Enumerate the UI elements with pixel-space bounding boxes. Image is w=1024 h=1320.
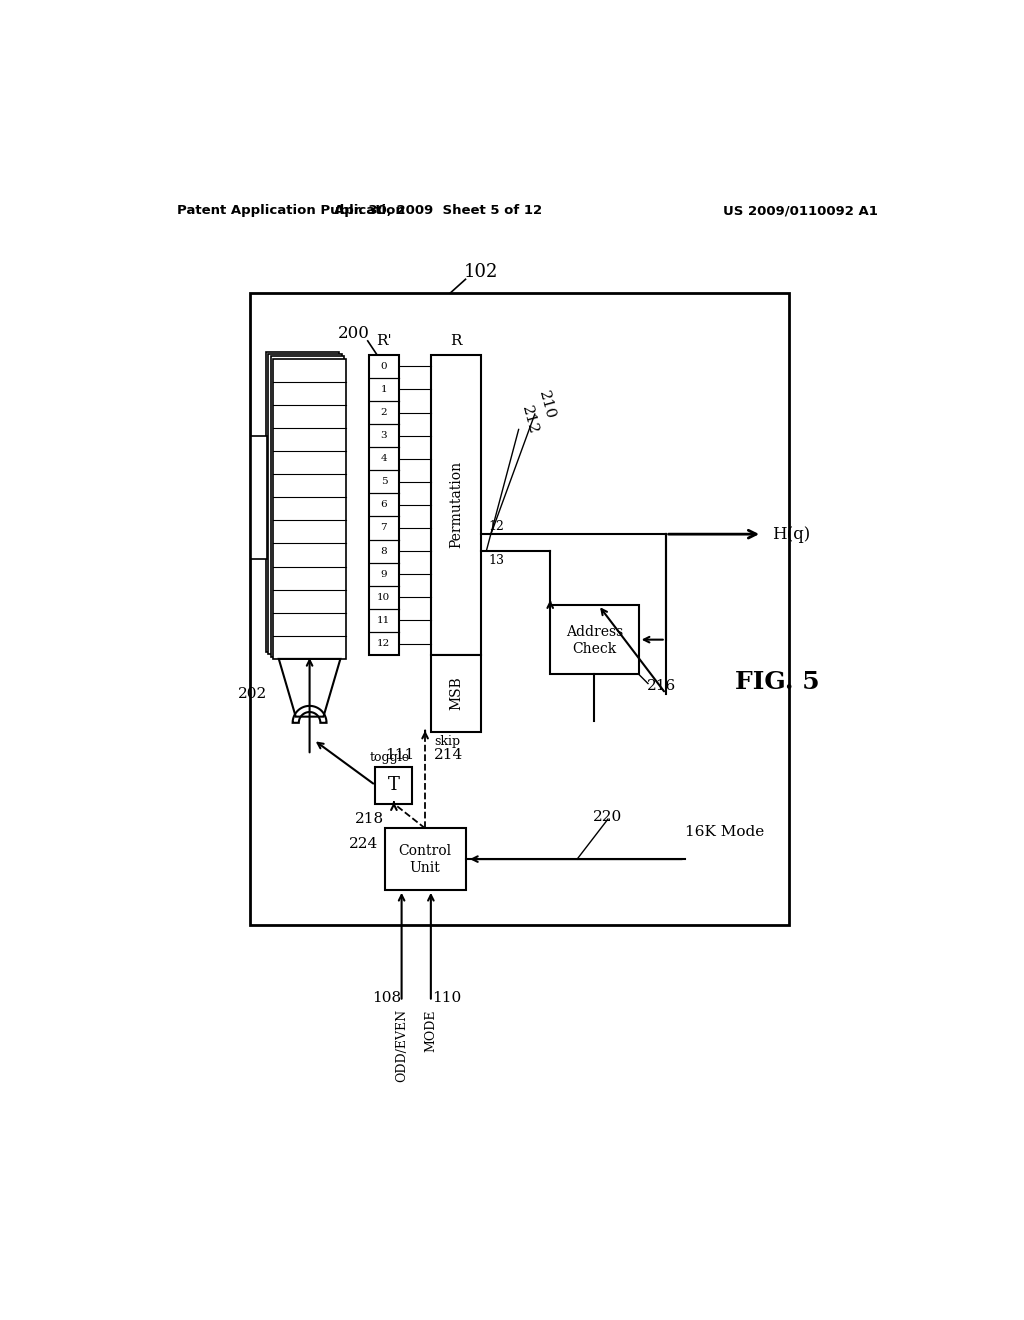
Text: 200: 200 xyxy=(338,326,370,342)
Text: 214: 214 xyxy=(434,748,464,762)
Text: Apr. 30, 2009  Sheet 5 of 12: Apr. 30, 2009 Sheet 5 of 12 xyxy=(335,205,543,218)
Text: 10: 10 xyxy=(377,593,390,602)
Text: H(q): H(q) xyxy=(772,525,810,543)
Text: Patent Application Publication: Patent Application Publication xyxy=(177,205,404,218)
Text: 6: 6 xyxy=(381,500,387,510)
Text: 4: 4 xyxy=(381,454,387,463)
Bar xyxy=(252,436,267,558)
Text: 102: 102 xyxy=(464,264,498,281)
Text: 5: 5 xyxy=(381,478,387,486)
Bar xyxy=(266,351,339,652)
Bar xyxy=(270,356,344,656)
Text: 12: 12 xyxy=(488,520,505,533)
Text: 202: 202 xyxy=(239,686,267,701)
Text: Check: Check xyxy=(572,642,616,656)
Text: MSB: MSB xyxy=(449,677,463,710)
Text: T: T xyxy=(388,776,399,795)
Text: 3: 3 xyxy=(381,432,387,440)
Text: 216: 216 xyxy=(647,678,677,693)
Text: FIG. 5: FIG. 5 xyxy=(735,671,819,694)
Bar xyxy=(273,359,346,659)
Text: skip: skip xyxy=(434,735,461,748)
Text: 218: 218 xyxy=(354,812,384,826)
Text: 8: 8 xyxy=(381,546,387,556)
Text: 12: 12 xyxy=(377,639,390,648)
Bar xyxy=(431,655,481,733)
Bar xyxy=(385,829,466,890)
Text: 2: 2 xyxy=(381,408,387,417)
Text: 11: 11 xyxy=(377,616,390,624)
Text: R': R' xyxy=(376,334,392,348)
Text: 9: 9 xyxy=(381,570,387,578)
Text: ODD/EVEN: ODD/EVEN xyxy=(395,1010,409,1082)
Text: 220: 220 xyxy=(593,809,623,824)
Bar xyxy=(370,355,398,655)
Text: 108: 108 xyxy=(372,991,400,1005)
Bar xyxy=(268,354,342,655)
Text: 110: 110 xyxy=(432,991,461,1005)
Text: R: R xyxy=(451,334,462,348)
Text: US 2009/0110092 A1: US 2009/0110092 A1 xyxy=(723,205,878,218)
Text: toggle: toggle xyxy=(370,751,411,764)
Bar xyxy=(376,767,413,804)
Text: 111: 111 xyxy=(385,748,415,762)
Text: 210: 210 xyxy=(536,389,557,421)
Bar xyxy=(431,355,481,655)
Text: 13: 13 xyxy=(488,554,505,566)
Text: 7: 7 xyxy=(381,524,387,532)
Text: Unit: Unit xyxy=(410,862,440,875)
Text: 212: 212 xyxy=(519,404,540,436)
Bar xyxy=(250,293,788,924)
Text: 0: 0 xyxy=(381,362,387,371)
Text: MODE: MODE xyxy=(424,1010,437,1052)
Text: 16K Mode: 16K Mode xyxy=(685,825,764,840)
Bar xyxy=(550,605,639,675)
Text: Permutation: Permutation xyxy=(449,461,463,549)
Text: 1: 1 xyxy=(381,385,387,393)
Text: Control: Control xyxy=(398,845,452,858)
Text: 224: 224 xyxy=(349,837,379,850)
Text: Address: Address xyxy=(566,624,624,639)
